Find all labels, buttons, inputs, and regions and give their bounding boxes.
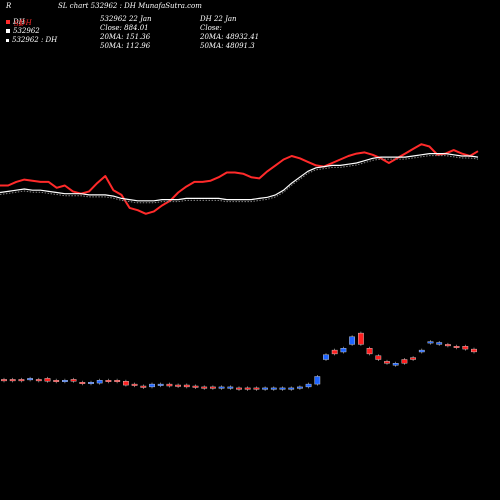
candle-up <box>418 349 425 353</box>
candle-down <box>209 386 216 389</box>
candle-down <box>375 355 382 360</box>
corner-label: R <box>6 2 12 10</box>
candle-down <box>44 378 51 382</box>
candle-down <box>114 380 121 382</box>
candle-down <box>401 359 408 364</box>
candle-up <box>88 382 94 384</box>
legend-entry-532962: 532962 <box>6 27 40 36</box>
candle-down <box>105 380 112 382</box>
ma-shadow-line <box>0 155 479 204</box>
candle-up <box>62 380 68 382</box>
candle-down <box>471 348 477 353</box>
series-line-dh <box>0 143 479 215</box>
candle-down <box>410 357 416 360</box>
candle-up <box>218 386 225 389</box>
stats-line: Close: <box>200 24 222 32</box>
legend-label: DH <box>13 18 25 26</box>
legend-label: 532962 : DH <box>12 36 58 44</box>
candle-down <box>140 385 147 388</box>
candle-up <box>340 348 347 353</box>
legend-swatch-white <box>6 29 10 33</box>
candle-down <box>358 332 364 345</box>
candle-down <box>331 349 338 355</box>
stats-line: 20MA: 151.36 <box>100 33 151 41</box>
stats-line: Close: 884.01 <box>100 24 149 32</box>
candle-up <box>288 387 295 390</box>
candle-down <box>192 385 199 388</box>
legend-entry-pair: 532962 : DH <box>6 36 57 45</box>
candle-down <box>445 344 451 347</box>
overlay-label-dh: DH <box>20 19 32 27</box>
candle-down <box>201 386 208 389</box>
candle-up <box>305 383 312 388</box>
candle-down <box>1 379 7 382</box>
candle-up <box>297 386 303 389</box>
candle-up <box>427 341 434 344</box>
candle-up <box>27 378 33 381</box>
stats-line: 50MA: 112.96 <box>100 42 151 50</box>
candle-down <box>131 383 138 386</box>
candle-down <box>35 379 42 382</box>
candle-down <box>453 346 460 348</box>
candle-up <box>157 383 164 386</box>
candle-down <box>53 380 60 382</box>
legend-label: 532962 <box>13 27 40 35</box>
candle-up <box>392 363 399 366</box>
overlay-label-sl: SL <box>14 20 24 28</box>
candle-down <box>244 387 251 390</box>
candle-up <box>149 383 155 388</box>
candle-down <box>122 381 129 386</box>
legend-entry-dh: DH <box>6 18 25 27</box>
candle-down <box>462 346 469 350</box>
candle-up <box>323 354 329 360</box>
candle-down <box>79 382 86 384</box>
candle-down <box>183 384 190 388</box>
stats-line: 20MA: 48932.41 <box>200 33 260 41</box>
series-line-ma <box>0 153 479 202</box>
candle-down <box>384 361 390 364</box>
stats-dh: DH 22 Jan Close: 20MA: 48932.41 50MA: 48… <box>200 15 259 51</box>
candle-down <box>166 383 173 387</box>
line-series-group <box>0 143 479 215</box>
candle-down <box>18 379 25 382</box>
legend-swatch-red <box>6 20 10 24</box>
candle-down <box>70 379 77 382</box>
candle-up <box>314 376 321 385</box>
candle-up <box>436 342 443 345</box>
candle-down <box>236 387 242 390</box>
candle-down <box>366 348 373 355</box>
stats-line: 532962 22 Jan <box>100 15 152 23</box>
candle-up <box>349 336 355 345</box>
candle-down <box>175 384 181 387</box>
legend-swatch-white-small <box>6 38 9 42</box>
candle-up <box>227 386 234 389</box>
candle-up <box>279 387 286 390</box>
stats-line: 50MA: 48091.3 <box>200 42 255 50</box>
stats-532962: 532962 22 Jan Close: 884.01 20MA: 151.36… <box>100 15 152 51</box>
candle-up <box>270 387 277 390</box>
candlestick-group <box>1 331 477 391</box>
stats-line: DH 22 Jan <box>200 15 237 23</box>
candle-down <box>253 387 260 390</box>
candle-up <box>262 387 268 390</box>
candle-up <box>96 380 103 384</box>
candle-down <box>9 379 16 382</box>
chart-title: SL chart 532962 : DH MunafaSutra.com <box>58 2 202 10</box>
